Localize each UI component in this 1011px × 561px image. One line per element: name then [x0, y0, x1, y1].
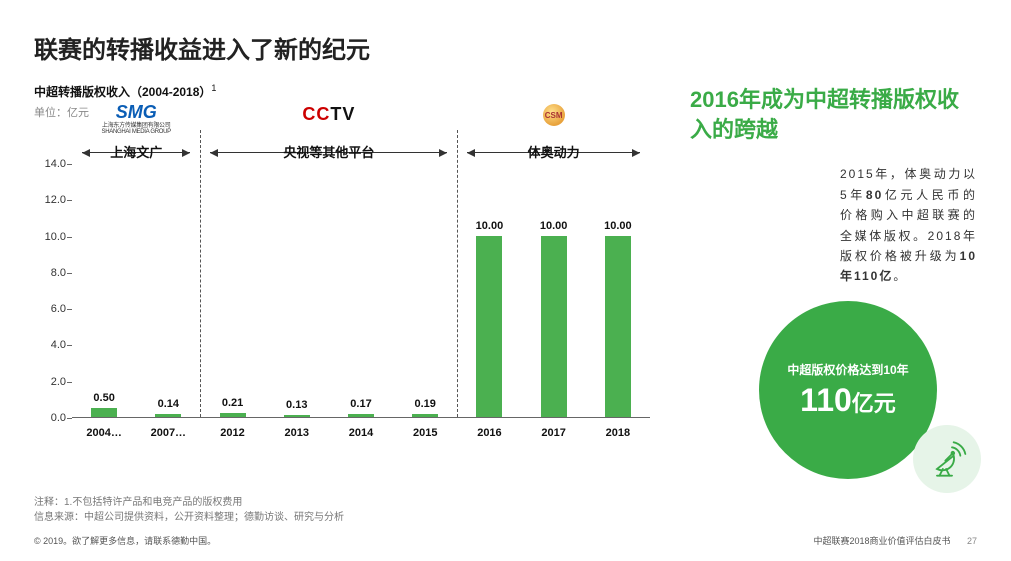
bar-value-label: 0.17: [350, 398, 371, 410]
bar-value-label: 10.00: [476, 220, 504, 232]
chart-title-footnote: 1: [211, 83, 216, 93]
x-category-label: 2018: [606, 427, 630, 439]
stat-bubble: 中超版权价格达到10年 110亿元: [759, 301, 937, 479]
bar-value-label: 0.14: [158, 398, 179, 410]
era-divider: [200, 130, 201, 417]
bar-value-label: 10.00: [604, 220, 632, 232]
era-label: 体奥动力: [494, 142, 614, 161]
revenue-bar-chart: 0.0 2.0 4.0 6.0 8.0 10.0 12.0 14.0 0.50 2004… 0.14…: [34, 126, 654, 446]
chart-bar: 0.19: [412, 414, 438, 417]
y-tick-label: 12.0: [34, 194, 66, 206]
chart-title: 中超转播版权收入（2004-2018）1: [34, 83, 654, 100]
chart-bar: 0.21: [220, 413, 246, 417]
bar-value-label: 10.00: [540, 220, 568, 232]
side-body: 2015年，体奥动力以5年80亿元人民币的价格购入中超联赛的全媒体版权。2018…: [690, 164, 977, 286]
y-tick-label: 2.0: [34, 376, 66, 388]
y-tick-label: 10.0: [34, 231, 66, 243]
era-logo: CCTV: [274, 104, 384, 125]
page-title: 联赛的转播收益进入了新的纪元: [34, 30, 977, 65]
era-label: 央视等其他平台: [269, 142, 389, 161]
x-category-label: 2013: [285, 427, 309, 439]
chart-bar: 0.17: [348, 414, 374, 417]
bar-value-label: 0.21: [222, 397, 243, 409]
y-tick-label: 8.0: [34, 267, 66, 279]
chart-bar: 0.13: [284, 415, 310, 417]
y-tick-label: 6.0: [34, 303, 66, 315]
stat-bubble-line1: 中超版权价格达到10年: [787, 361, 908, 378]
page-number: 27: [967, 536, 977, 546]
bar-value-label: 0.50: [93, 392, 114, 404]
chart-bar: 0.50: [91, 408, 117, 417]
era-logo: SMG上海东方传媒集团有限公司SHANGHAI MEDIA GROUP: [81, 104, 191, 135]
x-category-label: 2014: [349, 427, 373, 439]
x-category-label: 2016: [477, 427, 501, 439]
x-category-label: 2015: [413, 427, 437, 439]
x-category-label: 2004…: [86, 427, 121, 439]
stat-bubble-unit: 亿元: [852, 391, 896, 416]
chart-title-text: 中超转播版权收入（2004-2018）: [34, 85, 211, 99]
chart-bar: 10.00: [605, 236, 631, 417]
x-category-label: 2017: [541, 427, 565, 439]
footnotes: 注释：1.不包括特许产品和电竞产品的版权费用 信息来源：中超公司提供资料，公开资…: [34, 495, 344, 525]
era-label: 上海文广: [76, 142, 196, 161]
chart-bar: 10.00: [476, 236, 502, 417]
y-tick-label: 0.0: [34, 412, 66, 424]
x-category-label: 2012: [220, 427, 244, 439]
chart-bar: 0.14: [155, 414, 181, 417]
footer-right: 中超联赛2018商业价值评估白皮书: [813, 536, 950, 546]
stat-bubble-number: 110: [800, 382, 852, 418]
era-logo: CSM: [499, 104, 609, 127]
bar-value-label: 0.13: [286, 399, 307, 411]
side-headline: 2016年成为中超转播版权收入的跨越: [690, 85, 977, 144]
y-tick-label: 14.0: [34, 158, 66, 170]
chart-bar: 10.00: [541, 236, 567, 417]
bar-value-label: 0.19: [415, 398, 436, 410]
x-category-label: 2007…: [151, 427, 186, 439]
satellite-dish-icon: [913, 425, 981, 493]
footnote-1: 注释：1.不包括特许产品和电竞产品的版权费用: [34, 495, 344, 510]
y-tick-label: 4.0: [34, 339, 66, 351]
footer-left: © 2019。欲了解更多信息，请联系德勤中国。: [34, 534, 216, 547]
footnote-2: 信息来源：中超公司提供资料，公开资料整理；德勤访谈、研究与分析: [34, 510, 344, 525]
era-divider: [457, 130, 458, 417]
stat-bubble-value: 110亿元: [800, 382, 896, 419]
